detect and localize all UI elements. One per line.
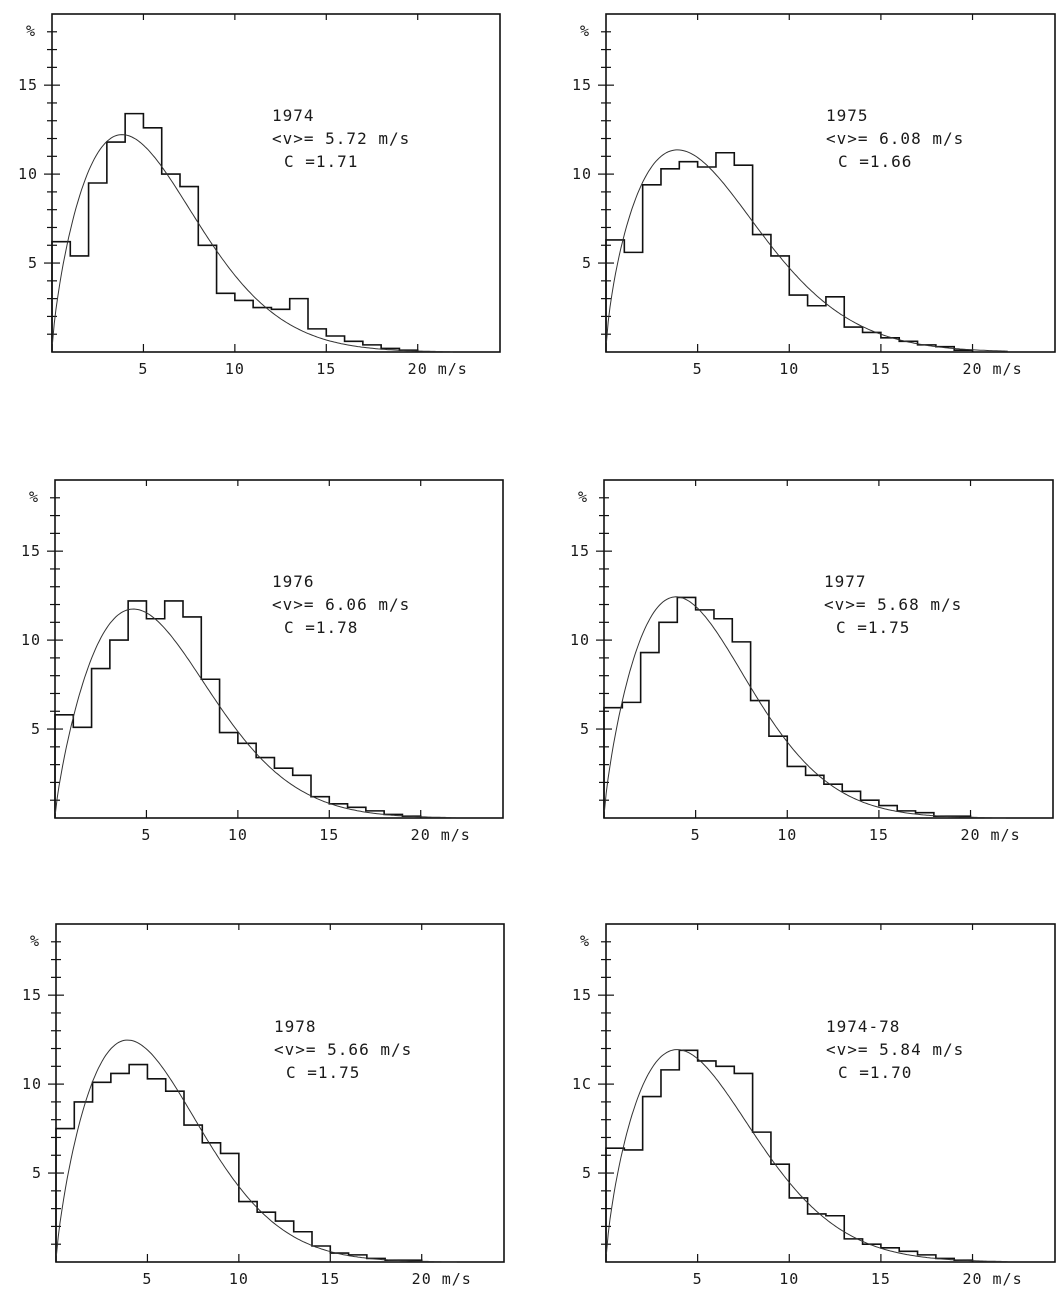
annotation-c: C =1.78 — [284, 618, 358, 637]
histogram-series — [605, 151, 974, 352]
x-axis-unit: m/s — [441, 826, 471, 844]
annotation-mean: <v>= 5.68 m/s — [824, 595, 962, 614]
y-axis-label: % — [30, 932, 40, 950]
y-tick-label: 5 — [582, 254, 592, 272]
x-tick-label: 10 — [225, 360, 245, 378]
histogram-series — [603, 596, 972, 818]
histogram-series — [605, 1049, 974, 1262]
x-tick-label: 5 — [141, 826, 151, 844]
weibull-fit-curve — [603, 596, 1006, 819]
y-tick-label: 5 — [28, 254, 38, 272]
x-tick-label: 10 — [777, 826, 797, 844]
panel-1974-78: 5 1C 15% 5 10 15 20 m/s 1974-78 <v>= 5.84 m/s C =1… — [572, 923, 1056, 1288]
x-tick-label: 10 — [779, 1270, 799, 1288]
plot-frame — [51, 13, 501, 353]
weibull-fit-curve — [54, 608, 456, 819]
panel-1974: 5 10 15% 5 10 15 20 m/s 1974 <v>= 5.72 m/s C =1.71 — [18, 13, 501, 378]
plot-frame — [605, 923, 1056, 1263]
panel-1975: 5 10 15% 5 10 15 20 m/s 1975 <v>= 6.08 m/s C =1.66 — [572, 13, 1056, 378]
x-tick-label: 15 — [871, 1270, 891, 1288]
x-tick-label: 15 — [320, 1270, 340, 1288]
y-tick-label: 15 — [570, 542, 590, 560]
plot-frame — [54, 479, 504, 819]
x-tick-label: 5 — [142, 1270, 152, 1288]
x-tick-label: 20 — [962, 1270, 982, 1288]
x-axis-unit: m/s — [993, 1270, 1023, 1288]
x-tick-label: 20 — [412, 1270, 432, 1288]
annotation-year: 1977 — [824, 572, 867, 591]
weibull-fit-curve — [605, 1049, 1008, 1263]
annotation-c: C =1.70 — [838, 1063, 912, 1082]
annotation-mean: <v>= 6.06 m/s — [272, 595, 410, 614]
y-tick-label: 5 — [580, 720, 590, 738]
y-axis-label: % — [580, 22, 590, 40]
panel-1976: 5 10 15% 5 10 15 20 m/s 1976 <v>= 6.06 m/s C =1.78 — [21, 479, 504, 844]
y-axis-label: % — [29, 488, 39, 506]
panel-1978: 10 15 5% 5 10 15 20 m/s 1978 <v>= 5.66 m/s C =1.75 — [22, 923, 505, 1288]
annotation-mean: <v>= 5.72 m/s — [272, 129, 410, 148]
x-axis-unit: m/s — [991, 826, 1021, 844]
x-tick-label: 5 — [138, 360, 148, 378]
annotation-mean: <v>= 5.66 m/s — [274, 1040, 412, 1059]
y-axis-label: % — [580, 932, 590, 950]
annotation-year: 1976 — [272, 572, 315, 591]
annotation-year: 1974 — [272, 106, 315, 125]
plot-frame — [55, 923, 505, 1263]
x-tick-label: 5 — [691, 826, 701, 844]
x-axis-unit: m/s — [438, 360, 468, 378]
y-tick-label: 15 — [21, 542, 41, 560]
weibull-fit-curve — [55, 1039, 457, 1263]
annotation-year: 1975 — [826, 106, 869, 125]
y-tick-label: 15 — [572, 986, 592, 1004]
x-tick-label: 15 — [869, 826, 889, 844]
y-tick-label: 15 — [22, 986, 42, 1004]
x-tick-label: 15 — [319, 826, 339, 844]
x-axis-unit: m/s — [993, 360, 1023, 378]
y-tick-label: 5 — [31, 720, 41, 738]
x-tick-label: 15 — [316, 360, 336, 378]
x-tick-label: 5 — [693, 360, 703, 378]
annotation-mean: <v>= 5.84 m/s — [826, 1040, 964, 1059]
x-tick-label: 20 — [408, 360, 428, 378]
annotation-mean: <v>= 6.08 m/s — [826, 129, 964, 148]
histogram-series — [55, 1063, 423, 1262]
x-tick-label: 10 — [229, 1270, 249, 1288]
annotation-year: 1974-78 — [826, 1017, 900, 1036]
y-tick-label: 5 — [32, 1164, 42, 1182]
x-tick-label: 20 — [962, 360, 982, 378]
y-tick-label: 1C — [572, 1075, 592, 1093]
weibull-fit-curve — [51, 134, 453, 353]
annotation-c: C =1.71 — [284, 152, 358, 171]
annotation-year: 1978 — [274, 1017, 317, 1036]
y-axis-label: % — [578, 488, 588, 506]
y-tick-label: 15 — [18, 76, 38, 94]
annotation-c: C =1.75 — [836, 618, 910, 637]
x-tick-label: 20 — [960, 826, 980, 844]
plot-frame — [603, 479, 1054, 819]
x-tick-label: 15 — [871, 360, 891, 378]
annotation-c: C =1.66 — [838, 152, 912, 171]
annotation-c: C =1.75 — [286, 1063, 360, 1082]
y-tick-label: 10 — [18, 165, 38, 183]
plot-frame — [605, 13, 1056, 353]
histogram-series — [54, 600, 422, 818]
x-axis-unit: m/s — [442, 1270, 472, 1288]
y-axis-label: % — [26, 22, 36, 40]
histogram-series — [51, 112, 419, 352]
x-tick-label: 5 — [693, 1270, 703, 1288]
weibull-fit-curve — [605, 149, 1008, 352]
y-tick-label: 10 — [21, 631, 41, 649]
y-tick-label: 10 — [22, 1075, 42, 1093]
x-tick-label: 10 — [779, 360, 799, 378]
y-tick-label: 5 — [582, 1164, 592, 1182]
panel-1977: 5 10 15% 5 10 15 20 m/s 1977 <v>= 5.68 m/s C =1.75 — [570, 479, 1054, 844]
y-tick-label: 10 — [572, 165, 592, 183]
y-tick-label: 10 — [570, 631, 590, 649]
x-tick-label: 20 — [411, 826, 431, 844]
x-tick-label: 10 — [228, 826, 248, 844]
y-tick-label: 15 — [572, 76, 592, 94]
